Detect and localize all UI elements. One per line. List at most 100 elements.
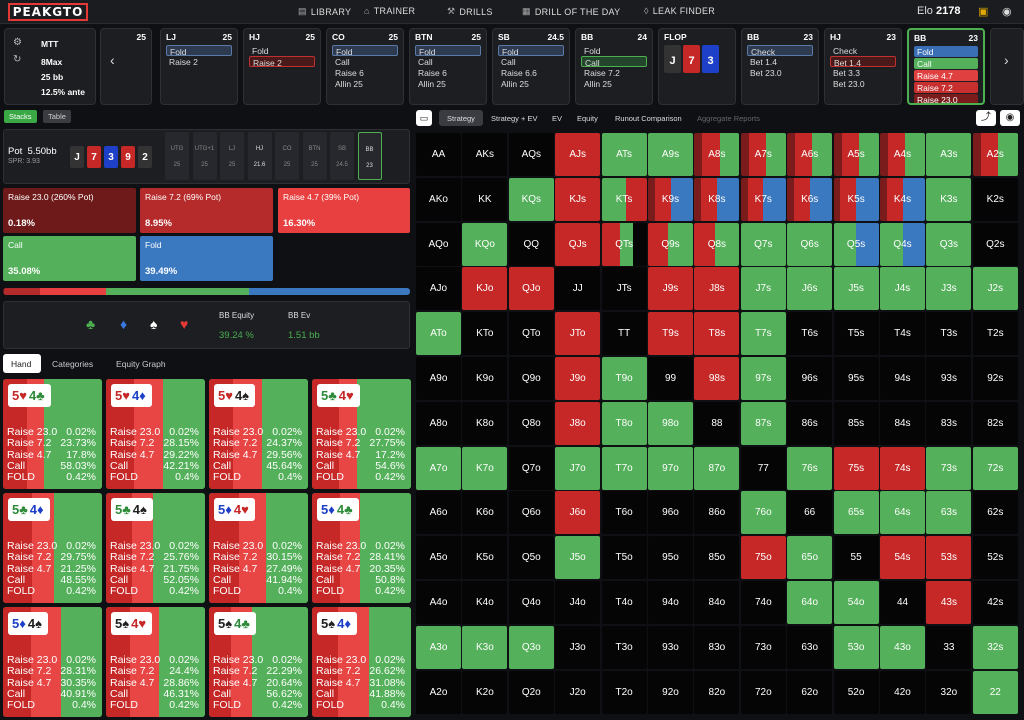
range-cell-T7o[interactable]: T7o — [601, 446, 647, 490]
seat-action[interactable]: Call — [914, 58, 978, 69]
tab-stacks[interactable]: Stacks — [4, 110, 37, 123]
range-cell-K2o[interactable]: K2o — [462, 670, 508, 714]
seat-action[interactable]: Call — [581, 56, 647, 68]
combo-card[interactable]: 5♦ 4♥ Raise 23.0 0.02% Raise 7.2 30.15% Raise … — [209, 493, 308, 603]
range-cell-Q7o[interactable]: Q7o — [508, 446, 554, 490]
nav-leak-finder[interactable]: ◊ LEAK FINDER — [644, 6, 715, 16]
combo-card[interactable]: 5♣ 4♦ Raise 23.0 0.02% Raise 7.2 29.75% Raise … — [3, 493, 102, 603]
range-cell-KJo[interactable]: KJo — [462, 267, 508, 311]
range-cell-J8s[interactable]: J8s — [694, 267, 740, 311]
range-cell-KQo[interactable]: KQo — [462, 222, 508, 266]
combo-card[interactable]: 5♠ 4♣ Raise 23.0 0.02% Raise 7.2 22.29% Raise … — [209, 607, 308, 717]
seat-hj[interactable]: HJ 25 Fold Raise 2 — [243, 28, 321, 105]
seat-action[interactable]: Raise 6.6 — [501, 68, 537, 78]
tab-equity[interactable]: Equity — [577, 114, 598, 123]
seat-btn[interactable]: BTN 25 Fold Call Raise 6 Allin 25 — [409, 28, 487, 105]
range-cell-84s[interactable]: 84s — [880, 401, 925, 445]
seat-action[interactable]: Check — [747, 45, 813, 57]
range-cell-55[interactable]: 55 — [833, 536, 879, 580]
range-cell-33[interactable]: 33 — [926, 625, 972, 669]
seat-action[interactable]: Raise 7.2 — [584, 68, 620, 78]
seat-action[interactable]: Fold — [332, 45, 398, 57]
range-cell-T8s[interactable]: T8s — [694, 312, 740, 356]
seat-action[interactable]: Call — [501, 57, 516, 67]
seat-bb[interactable]: BB 24 Fold Call Raise 7.2 Allin 25 — [575, 28, 653, 105]
range-cell-T3o[interactable]: T3o — [601, 625, 647, 669]
range-cell-96s[interactable]: 96s — [787, 357, 833, 400]
seat-bb-current[interactable]: BB 23 Fold Call Raise 4.7 Raise 7.2 Raise… — [907, 28, 985, 105]
seat-action[interactable]: Fold — [415, 45, 481, 57]
range-cell-T4s[interactable]: T4s — [880, 312, 925, 356]
range-cell-93o[interactable]: 93o — [648, 625, 693, 669]
range-cell-J2s[interactable]: J2s — [972, 267, 1018, 311]
range-cell-Q5o[interactable]: Q5o — [508, 536, 554, 580]
seat-action[interactable]: Raise 4.7 — [914, 70, 978, 81]
range-cell-53s[interactable]: 53s — [926, 536, 972, 580]
range-cell-75s[interactable]: 75s — [833, 446, 879, 490]
range-cell-QTo[interactable]: QTo — [508, 312, 554, 356]
spade-filter-icon[interactable]: ♠ — [150, 316, 158, 332]
range-cell-J4o[interactable]: J4o — [555, 581, 601, 624]
gamepad-icon[interactable]: ◉ — [1002, 6, 1012, 18]
action-box[interactable]: Call 35.08% — [3, 236, 136, 281]
range-cell-K9s[interactable]: K9s — [648, 177, 693, 221]
seat-action[interactable]: Raise 6 — [418, 68, 447, 78]
seat-action[interactable]: Bet 3.3 — [833, 68, 860, 78]
seat-utg-partial[interactable]: 25 — [100, 28, 152, 105]
range-cell-Q3s[interactable]: Q3s — [926, 222, 972, 266]
range-cell-86s[interactable]: 86s — [787, 401, 833, 445]
range-cell-54s[interactable]: 54s — [880, 536, 925, 580]
refresh-icon[interactable]: ↻ — [13, 54, 22, 65]
seat-sb[interactable]: SB 24.5 Fold Call Raise 6.6 Allin 25 — [492, 28, 570, 105]
range-cell-62o[interactable]: 62o — [787, 670, 833, 714]
tab-equity-graph[interactable]: Equity Graph — [116, 359, 166, 369]
position-co[interactable]: CO 25 — [275, 132, 299, 180]
range-cell-KQs[interactable]: KQs — [508, 177, 554, 221]
range-cell-65s[interactable]: 65s — [833, 491, 879, 535]
position-utg[interactable]: UTG 25 — [165, 132, 189, 180]
range-cell-K3s[interactable]: K3s — [926, 177, 972, 221]
range-cell-J5o[interactable]: J5o — [555, 536, 601, 580]
range-cell-J5s[interactable]: J5s — [833, 267, 879, 311]
range-cell-82o[interactable]: 82o — [694, 670, 740, 714]
position-lj[interactable]: LJ 25 — [220, 132, 244, 180]
range-cell-T8o[interactable]: T8o — [601, 401, 647, 445]
range-cell-J9s[interactable]: J9s — [648, 267, 693, 311]
seat-action[interactable]: Raise 23.0 — [914, 94, 978, 103]
range-cell-J8o[interactable]: J8o — [555, 401, 601, 445]
range-cell-A4s[interactable]: A4s — [880, 133, 925, 176]
range-cell-AQs[interactable]: AQs — [508, 133, 554, 176]
range-cell-82s[interactable]: 82s — [972, 401, 1018, 445]
combo-card[interactable]: 5♣ 4♥ Raise 23.0 0.02% Raise 7.2 27.75% Raise … — [312, 379, 411, 489]
range-cell-A8o[interactable]: A8o — [416, 401, 461, 445]
tab-strategy-ev[interactable]: Strategy + EV — [491, 114, 538, 123]
range-cell-43o[interactable]: 43o — [880, 625, 925, 669]
range-cell-62s[interactable]: 62s — [972, 491, 1018, 535]
range-cell-A2o[interactable]: A2o — [416, 670, 461, 714]
range-cell-T2s[interactable]: T2s — [972, 312, 1018, 356]
tab-runout-comparison[interactable]: Runout Comparison — [615, 114, 682, 123]
range-cell-53o[interactable]: 53o — [833, 625, 879, 669]
nav-drill-of-the-day[interactable]: ▦ DRILL OF THE DAY — [522, 6, 620, 17]
range-cell-K6o[interactable]: K6o — [462, 491, 508, 535]
range-cell-97s[interactable]: 97s — [740, 357, 786, 400]
range-cell-T2o[interactable]: T2o — [601, 670, 647, 714]
range-cell-K3o[interactable]: K3o — [462, 625, 508, 669]
seat-action[interactable]: Allin 25 — [501, 79, 529, 89]
range-cell-A4o[interactable]: A4o — [416, 581, 461, 624]
tab-categories[interactable]: Categories — [52, 359, 94, 369]
combo-card[interactable]: 5♥ 4♣ Raise 23.0 0.02% Raise 7.2 23.73% Raise … — [3, 379, 102, 489]
range-cell-KJs[interactable]: KJs — [555, 177, 601, 221]
range-cell-A7s[interactable]: A7s — [740, 133, 786, 176]
range-cell-52o[interactable]: 52o — [833, 670, 879, 714]
range-cell-Q3o[interactable]: Q3o — [508, 625, 554, 669]
scroll-left-arrow-icon[interactable]: ‹ — [110, 52, 115, 68]
range-cell-85o[interactable]: 85o — [694, 536, 740, 580]
range-cell-32o[interactable]: 32o — [926, 670, 972, 714]
range-cell-T7s[interactable]: T7s — [740, 312, 786, 356]
tab-aggregate-reports[interactable]: Aggregate Reports — [697, 114, 760, 123]
seat-action[interactable]: Bet 1.4 — [830, 56, 896, 68]
range-cell-K4s[interactable]: K4s — [880, 177, 925, 221]
heart-filter-icon[interactable]: ♥ — [180, 316, 189, 332]
range-cell-A3o[interactable]: A3o — [416, 625, 461, 669]
